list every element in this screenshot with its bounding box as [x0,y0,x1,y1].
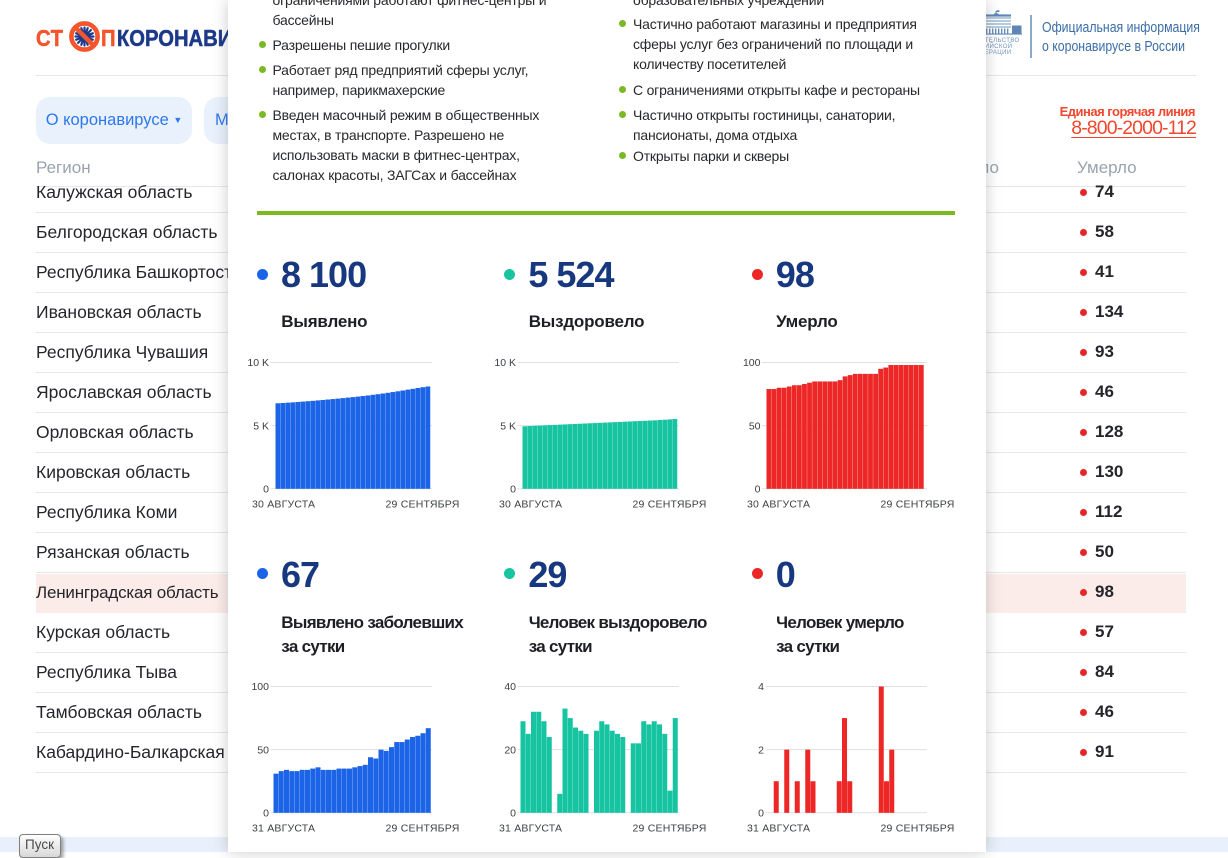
svg-text:40: 40 [505,681,517,693]
svg-text:0: 0 [754,484,760,496]
svg-text:100: 100 [251,681,269,693]
svg-text:29 СЕНТЯБРЯ: 29 СЕНТЯБРЯ [880,823,954,835]
svg-text:29 СЕНТЯБРЯ: 29 СЕНТЯБРЯ [633,823,707,835]
svg-text:30 АВГУСТА: 30 АВГУСТА [252,499,315,511]
svg-text:0: 0 [511,808,517,820]
svg-text:50: 50 [257,744,269,756]
svg-text:0: 0 [263,484,269,496]
svg-text:5 K: 5 K [501,420,517,432]
svg-text:29 СЕНТЯБРЯ: 29 СЕНТЯБРЯ [386,823,460,835]
svg-text:29 СЕНТЯБРЯ: 29 СЕНТЯБРЯ [633,499,707,511]
svg-text:10 K: 10 K [247,357,269,369]
svg-text:СИЙСКОЙ: СИЙСКОЙ [980,42,1013,50]
svg-text:30 АВГУСТА: 30 АВГУСТА [499,499,562,511]
svg-text:31 АВГУСТА: 31 АВГУСТА [747,823,810,835]
svg-text:29 СЕНТЯБРЯ: 29 СЕНТЯБРЯ [880,499,954,511]
svg-text:100: 100 [743,357,761,369]
svg-text:31 АВГУСТА: 31 АВГУСТА [499,823,562,835]
svg-text:ДЕРАЦИИ: ДЕРАЦИИ [980,50,1012,56]
svg-text:50: 50 [749,420,761,432]
svg-text:ИТЕЛЬСТВО: ИТЕЛЬСТВО [980,38,1020,44]
svg-text:31 АВГУСТА: 31 АВГУСТА [252,823,315,835]
svg-text:30 АВГУСТА: 30 АВГУСТА [747,499,810,511]
svg-text:0: 0 [263,808,269,820]
svg-text:2: 2 [758,744,764,756]
svg-text:29 СЕНТЯБРЯ: 29 СЕНТЯБРЯ [386,499,460,511]
svg-text:0: 0 [758,808,764,820]
svg-text:20: 20 [505,744,517,756]
svg-text:4: 4 [758,681,764,693]
svg-text:5 K: 5 K [253,420,269,432]
svg-text:10 K: 10 K [495,357,517,369]
svg-text:0: 0 [511,484,517,496]
